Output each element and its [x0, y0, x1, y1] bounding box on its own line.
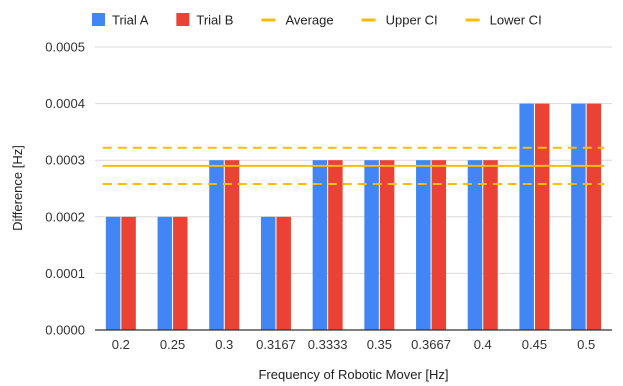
- bar-trial-b: [173, 216, 188, 330]
- y-tick-label: 0.0004: [45, 96, 85, 111]
- x-axis-title: Frequency of Robotic Mover [Hz]: [258, 367, 448, 382]
- x-tick-label: 0.25: [160, 337, 185, 352]
- gridlines: [95, 46, 612, 274]
- legend-label-average: Average: [285, 13, 333, 28]
- x-tick-label: 0.2: [112, 337, 130, 352]
- x-tick-label: 0.3333: [308, 337, 348, 352]
- bar-trial-b: [379, 160, 395, 330]
- legend-label-trial-b: Trial B: [196, 13, 233, 28]
- legend: Trial A Trial B Average Upper CI Lower CI: [92, 13, 542, 28]
- y-axis-tick-labels: 0.0000 0.0001 0.0002 0.0003 0.0004 0.0005: [45, 40, 85, 338]
- x-tick-label: 0.5: [577, 337, 595, 352]
- legend-label-trial-a: Trial A: [112, 13, 149, 28]
- bar-trial-a: [364, 160, 379, 330]
- y-tick-label: 0.0002: [45, 209, 85, 224]
- bar-trial-b: [483, 160, 498, 330]
- reference-lines: [102, 146, 605, 185]
- bar-trial-b: [276, 216, 291, 330]
- bar-trial-a: [467, 160, 483, 330]
- x-tick-label: 0.35: [367, 337, 392, 352]
- x-tick-label: 0.4: [474, 337, 492, 352]
- bar-trial-a: [105, 216, 121, 330]
- bar-trial-a: [519, 103, 534, 330]
- bar-trial-b: [534, 103, 550, 330]
- bar-trial-b: [121, 216, 136, 330]
- x-tick-label: 0.3667: [411, 337, 451, 352]
- bar-trial-a: [312, 160, 328, 330]
- x-axis-tick-labels: 0.2 0.25 0.3 0.3167 0.3333 0.35 0.3667 0.4 0.45 0…: [112, 337, 595, 352]
- x-tick-label: 0.45: [522, 337, 547, 352]
- bar-trial-a: [571, 103, 586, 330]
- y-axis-title: Difference [Hz]: [10, 145, 25, 231]
- y-tick-label: 0.0005: [45, 40, 85, 55]
- y-tick-label: 0.0000: [45, 323, 85, 338]
- y-tick-label: 0.0003: [45, 153, 85, 168]
- bar-trial-a: [209, 160, 224, 330]
- bar-trial-b: [431, 160, 447, 330]
- bar-trial-b: [586, 103, 602, 330]
- x-tick-label: 0.3167: [256, 337, 296, 352]
- bar-trial-a: [157, 216, 173, 330]
- bar-trial-b: [224, 160, 240, 330]
- bar-trial-b: [328, 160, 343, 330]
- legend-swatch-trial-a: [92, 13, 105, 26]
- y-tick-label: 0.0001: [45, 266, 85, 281]
- bar-trial-a: [260, 216, 276, 330]
- x-tick-label: 0.3: [215, 337, 233, 352]
- legend-swatch-trial-b: [176, 13, 190, 26]
- bars: [105, 103, 602, 330]
- legend-label-lower-ci: Lower CI: [490, 13, 542, 28]
- legend-label-upper-ci: Upper CI: [386, 13, 438, 28]
- bar-trial-a: [416, 160, 431, 330]
